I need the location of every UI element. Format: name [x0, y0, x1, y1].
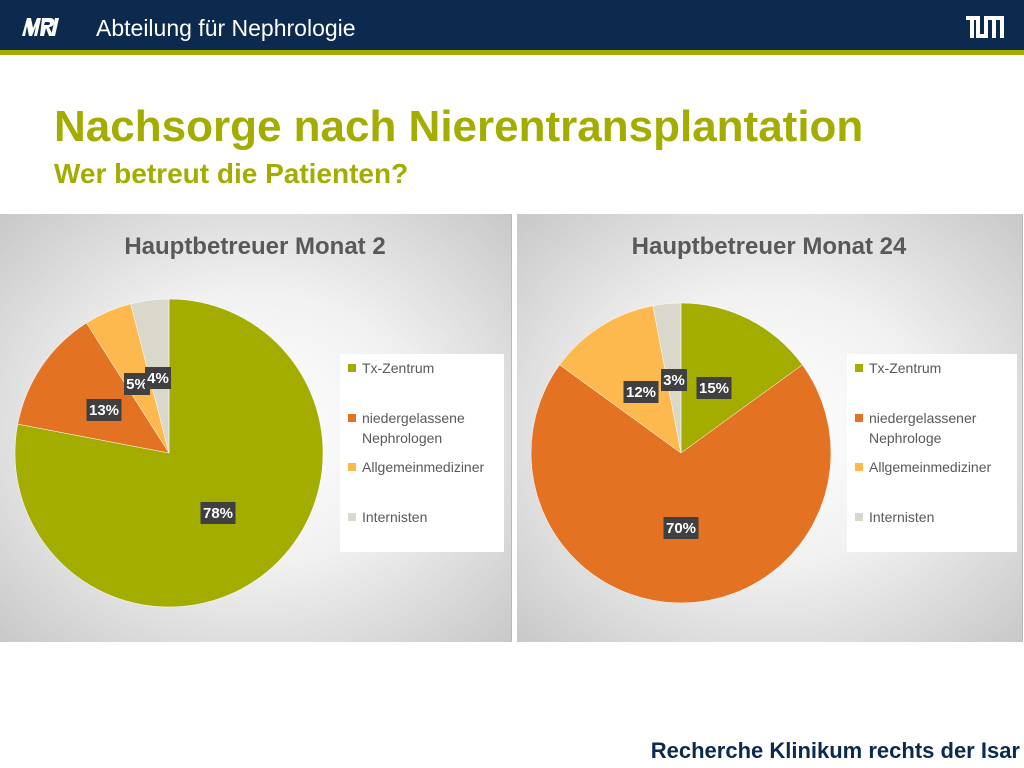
data-label-internisten: 3%	[663, 372, 685, 389]
legend-swatch-internisten	[855, 513, 863, 521]
chart-title: Hauptbetreuer Monat 24	[632, 233, 907, 260]
data-label-box-tx-zentrum	[200, 502, 236, 524]
pie-slice-tx-zentrum	[680, 302, 803, 454]
legend-label-niedergelassene-nephrologen: niedergelassene Nephrologen	[362, 410, 465, 446]
slide-title: Nachsorge nach Nierentransplantation	[54, 102, 864, 151]
chart-legend	[847, 354, 1017, 552]
chart-legend	[340, 354, 504, 552]
legend-label-internisten: Internisten	[869, 509, 934, 525]
footer-text: Recherche Klinikum rechts der Isar	[650, 738, 1020, 763]
data-label-allgemeinmediziner: 5%	[126, 376, 148, 393]
legend-swatch-tx-zentrum	[348, 364, 356, 372]
legend-label-tx-zentrum: Tx-Zentrum	[362, 360, 434, 376]
pie-slice-tx-zentrum	[14, 298, 324, 608]
pie-slice-niedergelassene-nephrologen	[17, 322, 170, 454]
data-label-box-niedergelassener-nephrologe	[663, 517, 699, 539]
legend-label-allgemeinmediziner: Allgemeinmediziner	[869, 459, 992, 475]
data-label-box-internisten	[661, 369, 687, 391]
data-label-tx-zentrum: 78%	[203, 505, 233, 522]
chart-title: Hauptbetreuer Monat 2	[124, 233, 385, 260]
pie-slice-allgemeinmediziner	[559, 305, 682, 454]
pie-chart-svg-month-2: Hauptbetreuer Monat 2 78% 13% 5% 4% Tx-Zentru…	[14, 233, 504, 608]
tum-logo-icon	[966, 16, 1004, 38]
legend-swatch-niedergelassener-nephrologe	[855, 414, 863, 422]
data-label-box-internisten	[145, 367, 171, 389]
legend-swatch-niedergelassene-nephrologen	[348, 414, 356, 422]
data-label-box-tx-zentrum	[696, 377, 732, 399]
legend-swatch-allgemeinmediziner	[348, 463, 356, 471]
mri-logo-icon	[22, 18, 59, 36]
data-label-box-allgemeinmediziner	[124, 373, 150, 395]
data-label-tx-zentrum: 15%	[699, 380, 729, 397]
data-label-niedergelassener-nephrologe: 70%	[666, 520, 696, 537]
pie-chart-month-2: Hauptbetreuer Monat 2 78% 13% 5% 4% Tx-Zentru…	[0, 214, 512, 642]
pie-chart-month-24: Hauptbetreuer Monat 24 15% 70% 12% 3% Tx-Zent…	[517, 214, 1023, 642]
data-label-internisten: 4%	[147, 370, 169, 387]
pie-chart-svg-month-24: Hauptbetreuer Monat 24 15% 70% 12% 3% Tx-Zent…	[530, 233, 1017, 604]
legend-swatch-allgemeinmediziner	[855, 463, 863, 471]
legend-swatch-internisten	[348, 513, 356, 521]
department-title: Abteilung für Nephrologie	[96, 15, 356, 41]
pie-slice-niedergelassener-nephrologe	[530, 364, 832, 604]
header-accent-stripe	[0, 50, 1024, 55]
legend-label-internisten: Internisten	[362, 509, 427, 525]
data-label-allgemeinmediziner: 12%	[626, 384, 656, 401]
header-bar: Abteilung für Nephrologie	[0, 0, 1024, 50]
slide-subtitle: Wer betreut die Patienten?	[54, 158, 409, 189]
legend-label-allgemeinmediziner: Allgemeinmediziner	[362, 459, 485, 475]
data-label-box-niedergelassene-nephrologen	[86, 399, 122, 421]
legend-label-niedergelassener-nephrologe: niedergelassener Nephrologe	[869, 410, 977, 446]
legend-label-tx-zentrum: Tx-Zentrum	[869, 360, 941, 376]
data-label-box-allgemeinmediziner	[623, 381, 659, 403]
data-label-niedergelassene-nephrologen: 13%	[89, 402, 119, 419]
legend-swatch-tx-zentrum	[855, 364, 863, 372]
